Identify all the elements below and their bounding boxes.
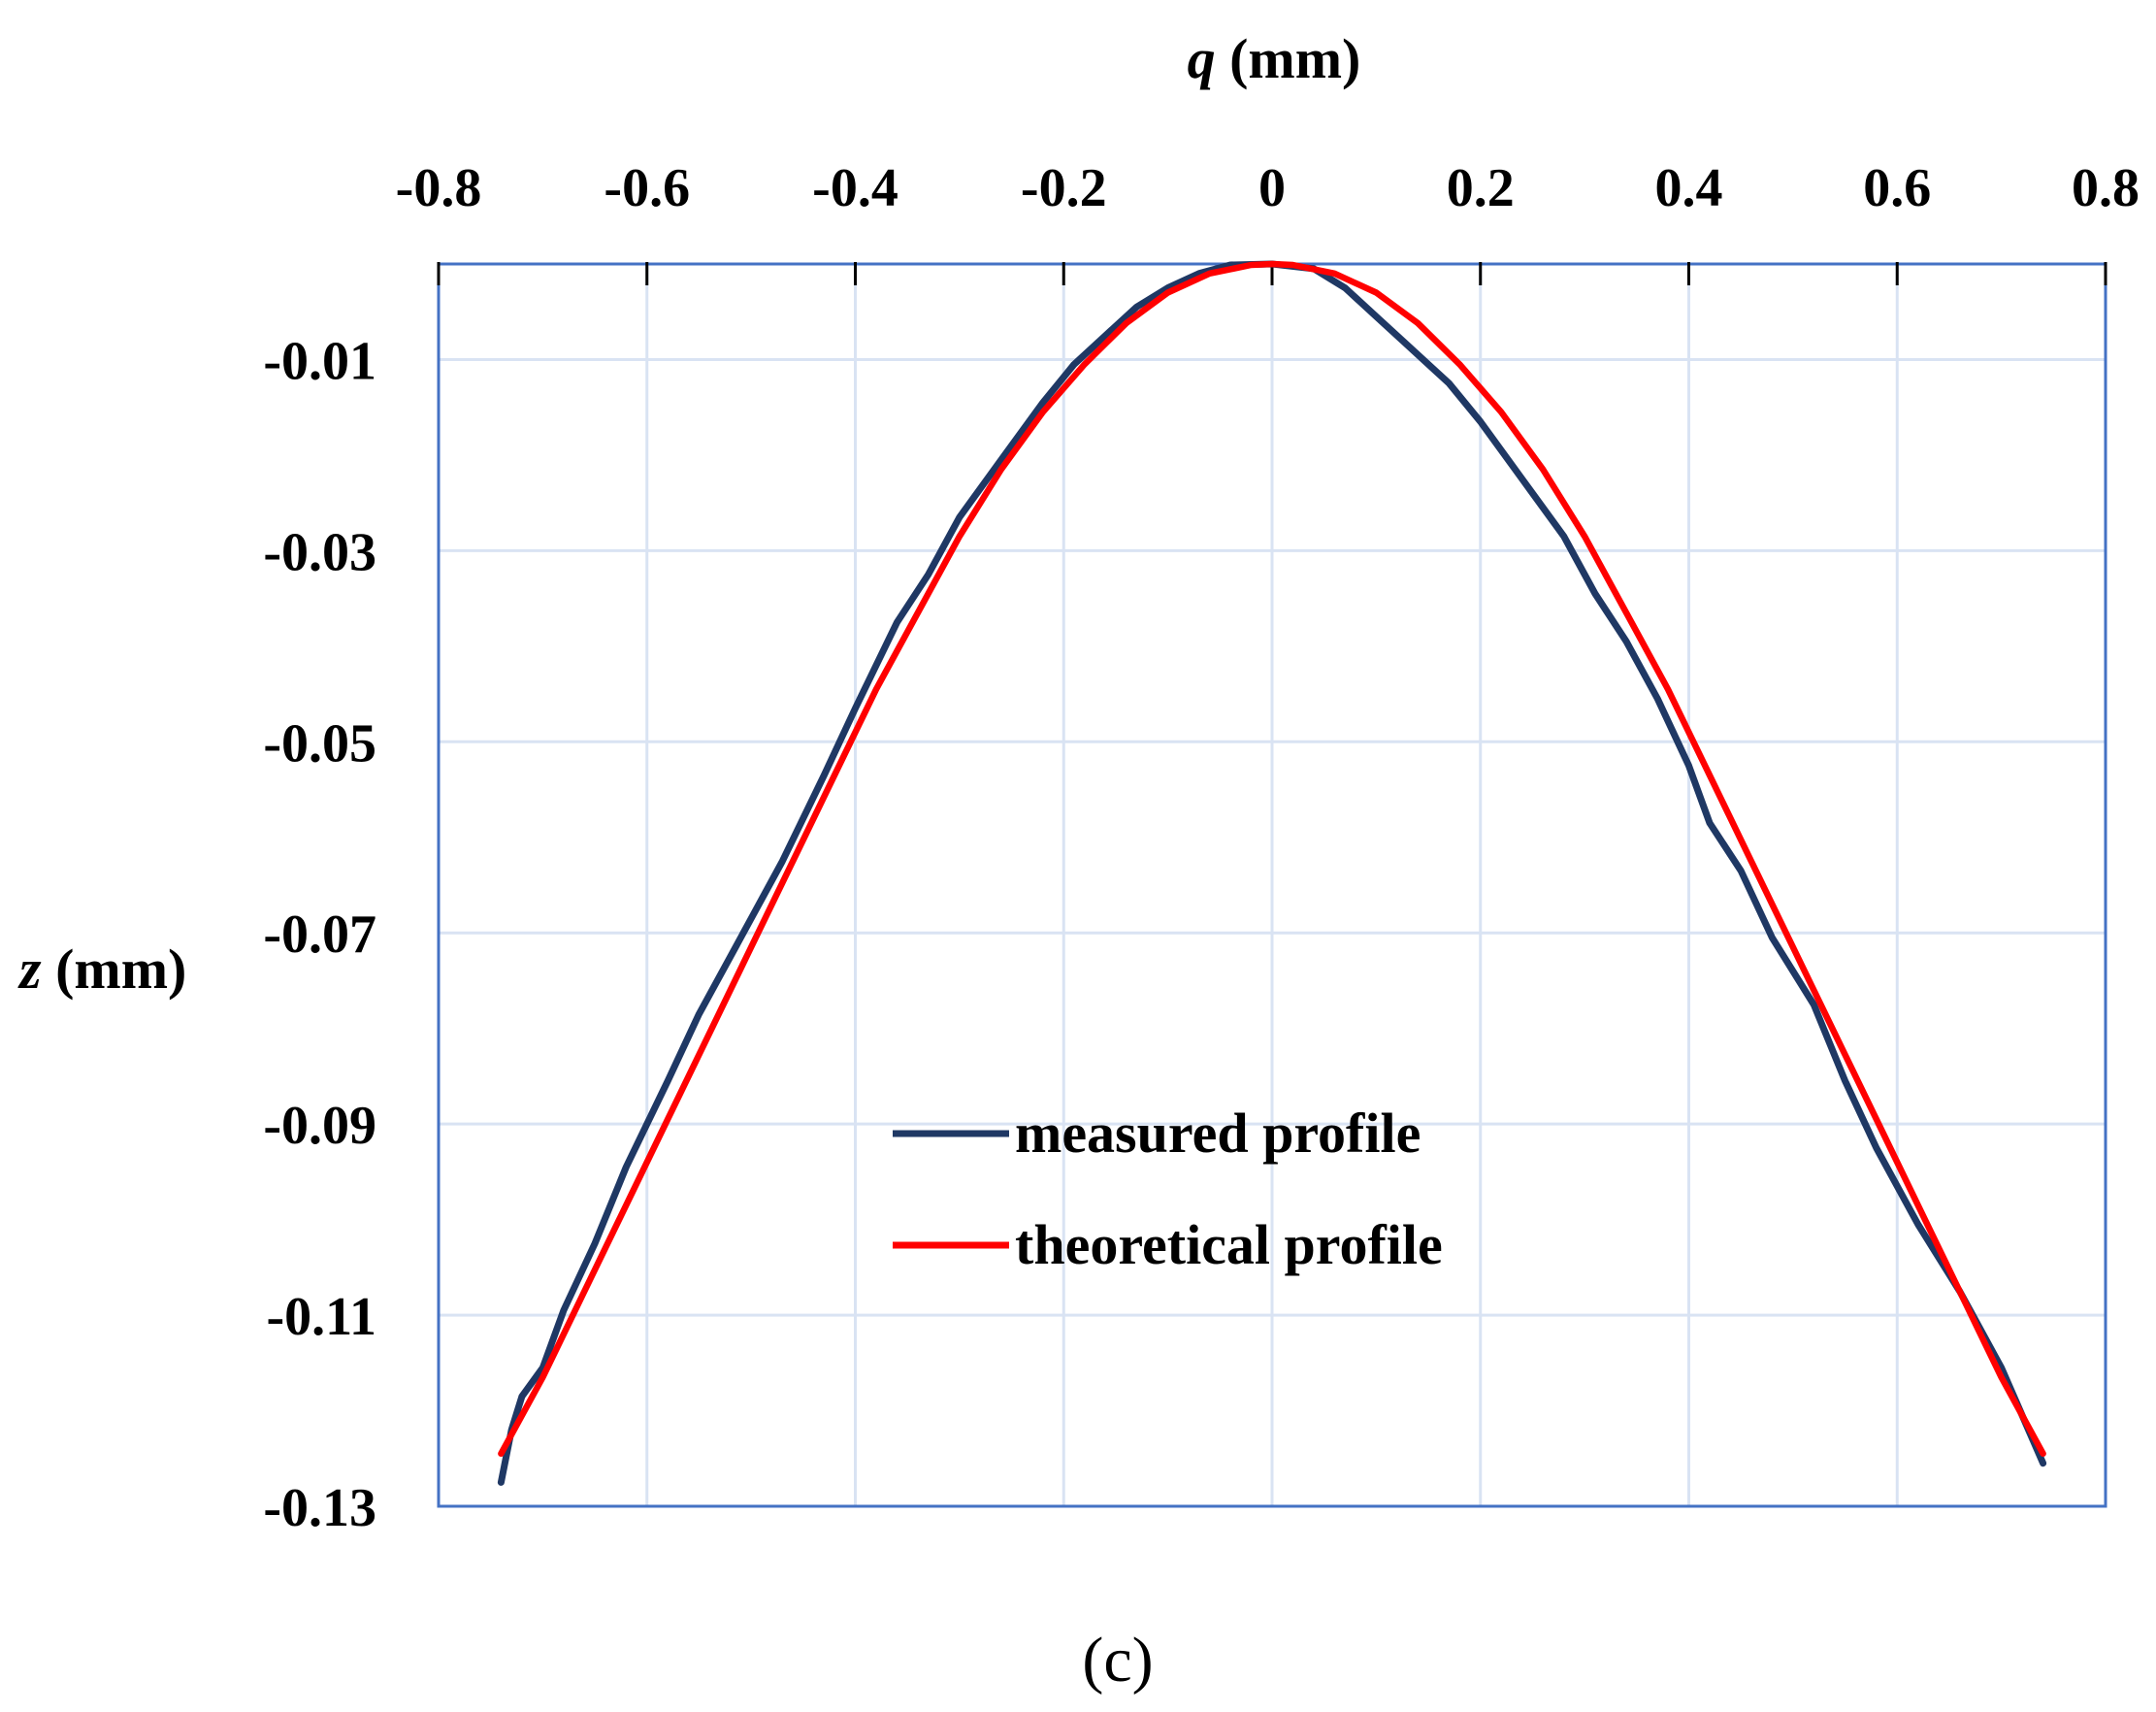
y-tick-label: -0.01: [263, 331, 376, 391]
x-tick-label: -0.4: [812, 158, 898, 218]
x-tick-label: 0: [1258, 158, 1286, 218]
x-tick-label: 0.8: [2072, 158, 2140, 218]
y-tick-labels: -0.01 -0.03 -0.05 -0.07 -0.09 -0.11 -0.13: [263, 331, 376, 1538]
x-tick-label: -0.2: [1021, 158, 1107, 218]
y-tick-label: -0.11: [266, 1287, 376, 1347]
figure-caption: (c): [1082, 1625, 1153, 1696]
x-tick-label: -0.6: [604, 158, 690, 218]
legend-label-measured: measured profile: [1015, 1102, 1421, 1165]
y-axis-title-unit: (mm): [42, 938, 187, 1001]
x-axis-title-unit: (mm): [1216, 27, 1361, 90]
y-tick-label: -0.05: [263, 713, 376, 774]
x-tick-label: 0.6: [1863, 158, 1931, 218]
y-tick-label: -0.03: [263, 522, 376, 582]
grid: [437, 264, 2107, 1508]
series-lines: [497, 260, 2047, 1486]
x-tick-labels: -0.8 -0.6 -0.4 -0.2 0 0.2 0.4 0.6 0.8: [396, 158, 2140, 218]
y-tick-label: -0.09: [263, 1096, 376, 1156]
x-axis-title: q (mm): [1188, 27, 1361, 90]
y-tick-label: -0.13: [263, 1478, 376, 1538]
y-tick-label: -0.07: [263, 905, 376, 965]
x-tick-label: 0.4: [1655, 158, 1723, 218]
legend-label-theoretical: theoretical profile: [1015, 1213, 1443, 1276]
legend: measured profile theoretical profile: [893, 1102, 1443, 1276]
y-axis-title-var: z: [17, 938, 42, 1001]
x-axis-title-var: q: [1188, 27, 1216, 90]
y-axis-title: z (mm): [17, 938, 186, 1001]
x-tick-label: 0.2: [1447, 158, 1515, 218]
x-tick-label: -0.8: [396, 158, 482, 218]
theoretical-profile-line: [498, 260, 2046, 1458]
